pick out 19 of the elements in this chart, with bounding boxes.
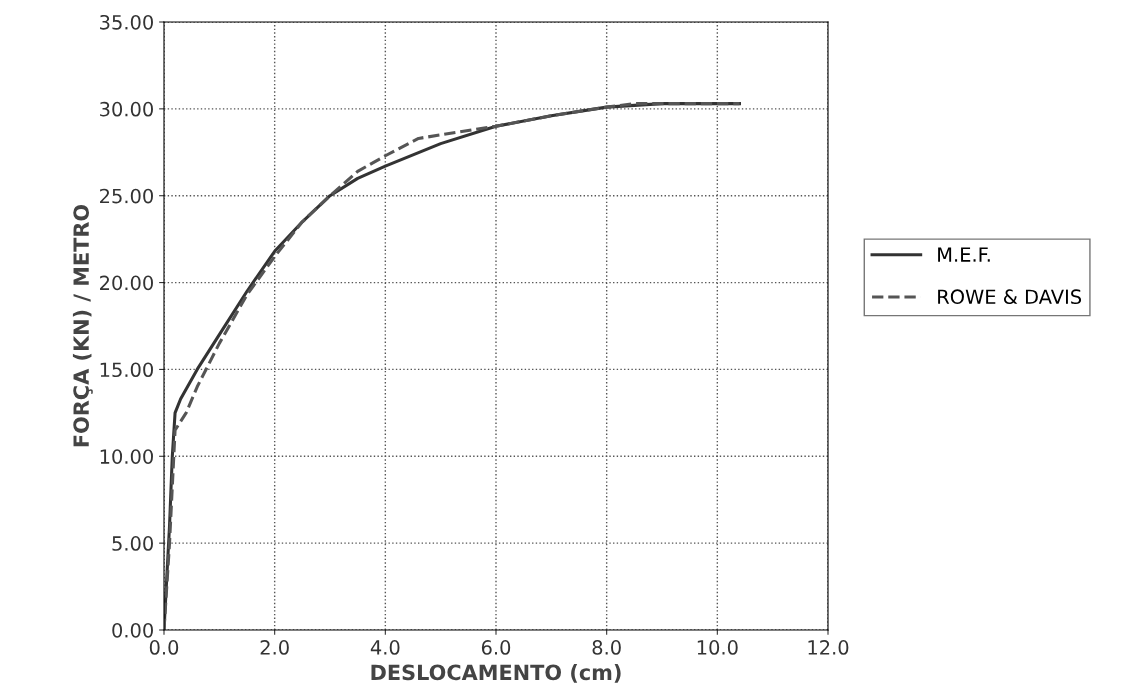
y-tick-label: 15.00 [100,362,153,378]
y-tick-label: 0.00 [112,622,153,638]
y-tick-label: 5.00 [112,536,153,551]
y-tick-label: 30.00 [100,101,153,117]
y-axis-title: FORÇA (KN) / METRO [72,204,93,447]
legend-label: ROWE & DAVIS [938,289,1082,305]
x-tick-label: 4.0 [370,640,400,655]
x-tick-label: 0.0 [149,640,179,655]
y-tick-label: 25.00 [100,188,153,204]
y-tick-label: 10.00 [100,449,153,464]
y-tick-label: 35.00 [100,14,153,30]
x-tick-label: 2.0 [260,640,289,655]
y-tick-label: 20.00 [100,275,153,291]
x-tick-label: 8.0 [592,640,621,655]
x-tick-label: 10.0 [697,640,738,655]
legend-label: M.E.F. [938,247,990,262]
x-axis-title: DESLOCAMENTO (cm) [371,664,621,683]
x-tick-label: 12.0 [808,640,849,655]
x-tick-label: 6.0 [481,640,511,655]
